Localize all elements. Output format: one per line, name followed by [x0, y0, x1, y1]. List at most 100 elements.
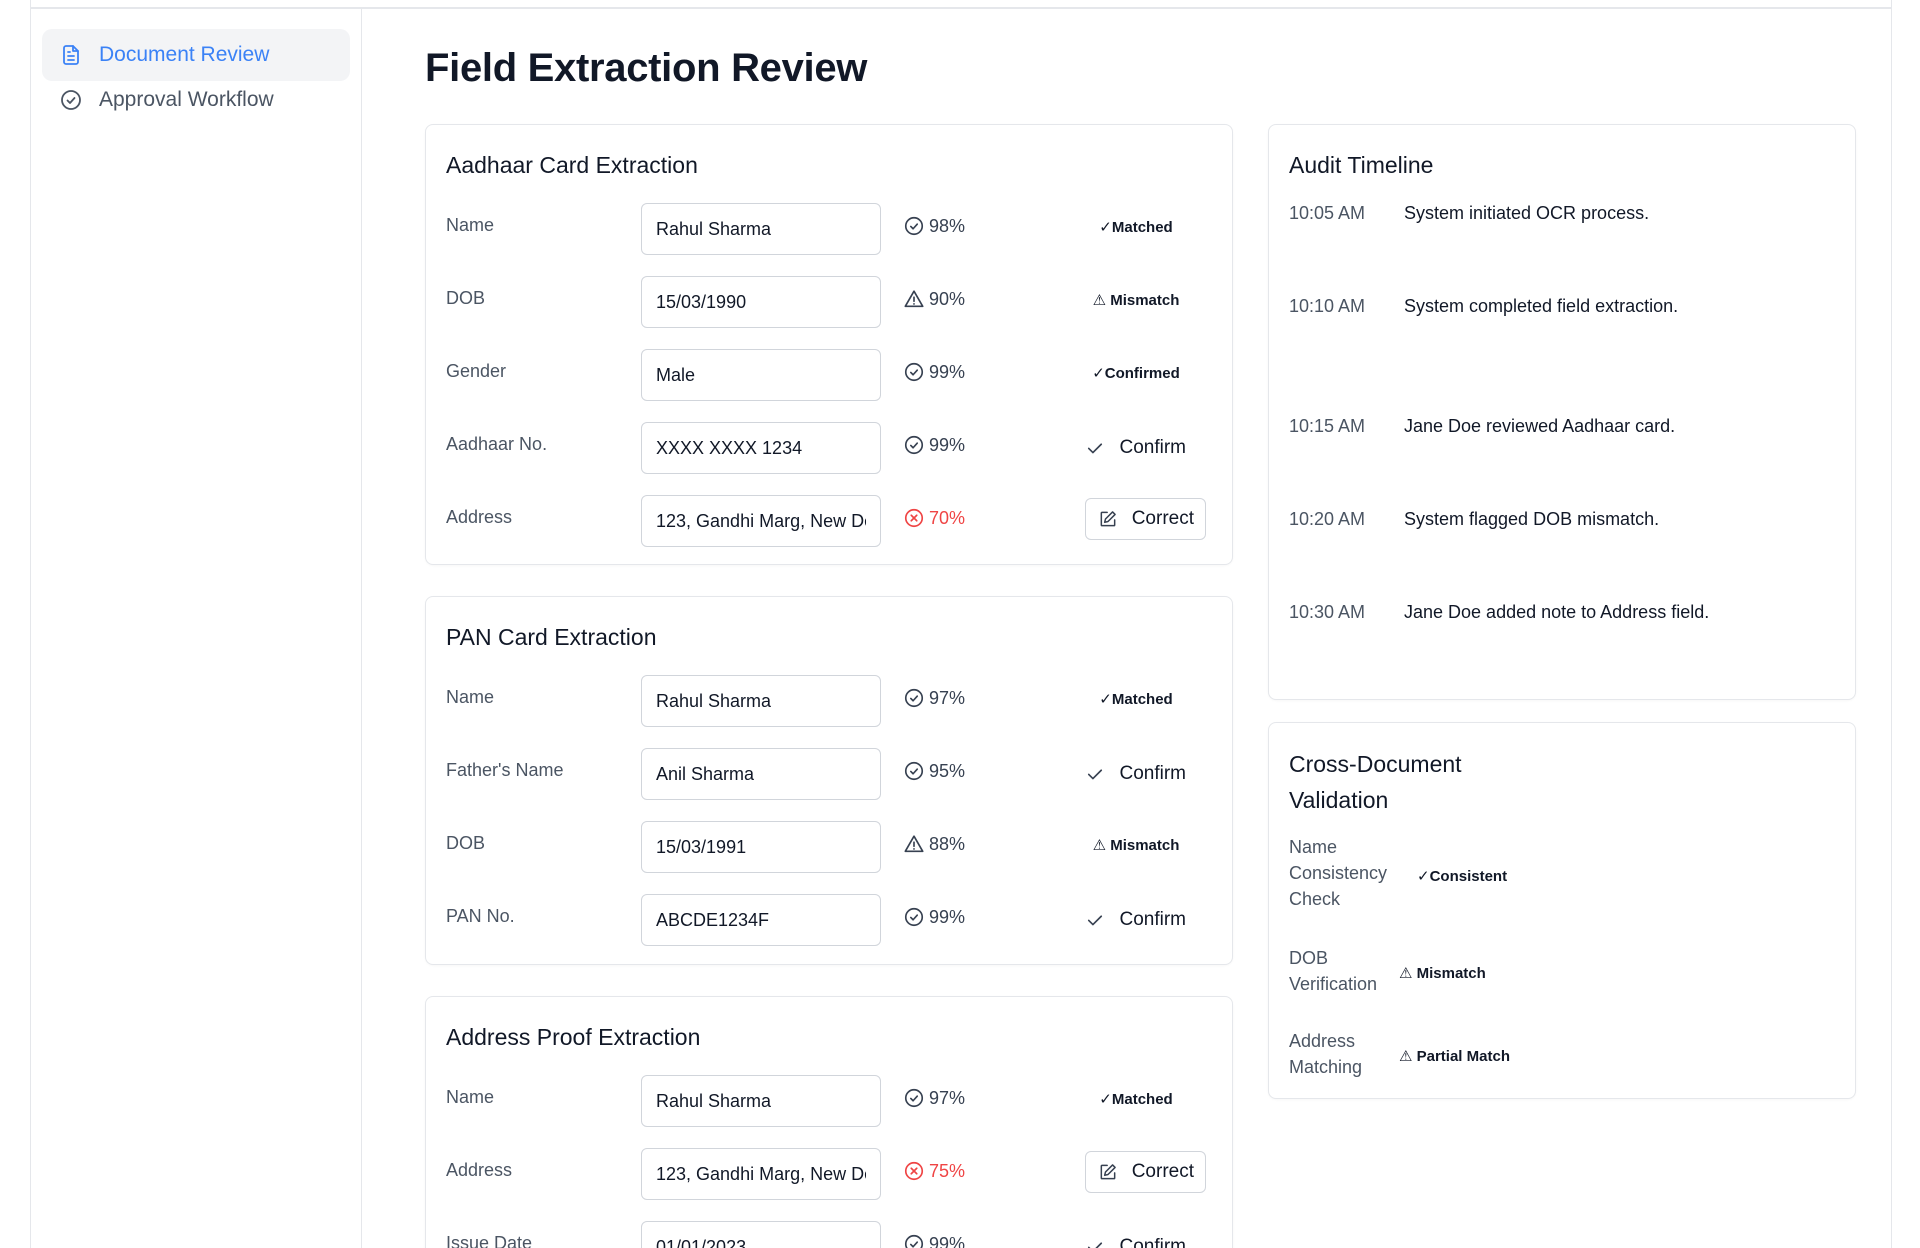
header-divider: [30, 7, 1892, 9]
field-row-issue-date: Issue Date 99% Confirm: [446, 1221, 1206, 1248]
timeline-time: 10:05 AM: [1289, 203, 1366, 223]
field-label: Aadhaar No.: [446, 434, 548, 454]
error-circle-icon: [904, 508, 924, 528]
field-label: DOB: [446, 288, 486, 308]
confidence-score: 99%: [903, 434, 965, 456]
issue-date-field[interactable]: [641, 1221, 881, 1248]
confirm-button[interactable]: Confirm: [1075, 899, 1196, 941]
edit-icon: [1100, 1164, 1116, 1180]
field-row-name: Name 98% ✓Matched: [446, 203, 1206, 255]
status-badge: ⚠ Mismatch: [1092, 837, 1180, 854]
confidence-score: 99%: [903, 906, 965, 928]
confidence-score: 99%: [903, 361, 965, 383]
card-title: Cross-Document Validation: [1289, 751, 1462, 813]
status-badge: ✓Matched: [1099, 1091, 1173, 1108]
sidebar: Document Review Approval Workflow: [30, 9, 362, 1248]
aadhaar-number-field[interactable]: [641, 422, 881, 474]
field-label: PAN No.: [446, 906, 515, 926]
check-circle-icon: [904, 1088, 924, 1108]
confidence-score: 95%: [903, 760, 965, 782]
timeline-text: System completed field extraction.: [1404, 296, 1679, 316]
timeline-time: 10:20 AM: [1289, 509, 1366, 529]
app-frame: [30, 0, 1892, 1248]
timeline-text: Jane Doe added note to Address field.: [1404, 602, 1710, 622]
confidence-score: 90%: [903, 288, 965, 310]
check-icon: [1088, 1242, 1103, 1248]
status-badge: ⚠ Partial Match: [1399, 1048, 1510, 1065]
card-title: Audit Timeline: [1289, 152, 1434, 178]
validation-label: Address Matching: [1289, 1031, 1363, 1077]
field-row-fathers-name: Father's Name 95% Confirm: [446, 748, 1206, 800]
address-proof-extraction-card: Address Proof Extraction Name 97% ✓Match…: [425, 996, 1233, 1248]
field-row-name: Name 97% ✓Matched: [446, 1075, 1206, 1127]
field-row-name: Name 97% ✓Matched: [446, 675, 1206, 727]
aadhaar-extraction-card: Aadhaar Card Extraction Name 98% ✓Matche…: [425, 124, 1233, 565]
edit-icon: [1100, 511, 1116, 527]
timeline-entry: 10:05 AM System initiated OCR process.: [1289, 203, 1649, 224]
confidence-score: 88%: [903, 833, 965, 855]
timeline-entry: 10:20 AM System flagged DOB mismatch.: [1289, 509, 1659, 530]
confidence-score: 97%: [903, 1087, 965, 1109]
sidebar-item-approval-workflow[interactable]: Approval Workflow: [42, 74, 350, 126]
check-icon: [1088, 769, 1103, 780]
sidebar-item-label: Approval Workflow: [99, 88, 274, 111]
address-field[interactable]: [641, 495, 881, 547]
field-label: Address: [446, 507, 513, 527]
document-icon: [58, 42, 84, 68]
validation-label: DOB Verification: [1289, 948, 1378, 994]
check-circle-icon: [58, 87, 84, 113]
timeline-text: Jane Doe reviewed Aadhaar card.: [1404, 416, 1676, 436]
card-title: Address Proof Extraction: [446, 1024, 701, 1050]
name-field[interactable]: [641, 1075, 881, 1127]
check-circle-icon: [904, 435, 924, 455]
error-circle-icon: [904, 1161, 924, 1181]
confidence-score: 70%: [903, 507, 965, 529]
confidence-score: 75%: [903, 1160, 965, 1182]
field-row-dob: DOB 88% ⚠ Mismatch: [446, 821, 1206, 873]
sidebar-item-document-review[interactable]: Document Review: [42, 29, 350, 81]
status-badge: ✓Matched: [1099, 691, 1173, 708]
name-field[interactable]: [641, 675, 881, 727]
timeline-entry: 10:15 AM Jane Doe reviewed Aadhaar card.: [1289, 416, 1675, 437]
address-field[interactable]: [641, 1148, 881, 1200]
field-label: Issue Date: [446, 1233, 533, 1248]
confirm-button[interactable]: Confirm: [1075, 753, 1196, 795]
pan-number-field[interactable]: [641, 894, 881, 946]
confidence-score: 98%: [903, 215, 965, 237]
timeline-entry: 10:30 AM Jane Doe added note to Address …: [1289, 602, 1709, 623]
check-circle-icon: [904, 362, 924, 382]
name-field[interactable]: [641, 203, 881, 255]
card-title: Aadhaar Card Extraction: [446, 152, 698, 178]
timeline-time: 10:15 AM: [1289, 416, 1366, 436]
audit-timeline-card: Audit Timeline 10:05 AM System initiated…: [1268, 124, 1856, 700]
correct-button[interactable]: Correct: [1084, 498, 1206, 540]
correct-button[interactable]: Correct: [1084, 1151, 1206, 1193]
status-badge: ⚠ Mismatch: [1399, 965, 1486, 982]
confirm-button[interactable]: Confirm: [1075, 1226, 1196, 1248]
check-icon: [1088, 443, 1103, 454]
field-row-gender: Gender 99% ✓Confirmed: [446, 349, 1206, 401]
dob-field[interactable]: [641, 276, 881, 328]
field-row-aadhaar-no: Aadhaar No. 99% Confirm: [446, 422, 1206, 474]
status-badge: ✓Confirmed: [1092, 365, 1180, 382]
dob-field[interactable]: [641, 821, 881, 873]
check-icon: [1088, 915, 1103, 926]
pan-extraction-card: PAN Card Extraction Name 97% ✓Matched Fa…: [425, 596, 1233, 965]
warning-icon: [904, 835, 924, 853]
confidence-score: 99%: [903, 1233, 965, 1248]
field-label: Name: [446, 687, 495, 707]
page-title: Field Extraction Review: [425, 46, 868, 90]
field-label: Address: [446, 1160, 513, 1180]
field-label: Father's Name: [446, 760, 564, 780]
check-circle-icon: [904, 761, 924, 781]
confirm-button[interactable]: Confirm: [1075, 427, 1196, 469]
check-circle-icon: [904, 688, 924, 708]
fathers-name-field[interactable]: [641, 748, 881, 800]
field-label: Name: [446, 215, 495, 235]
check-circle-icon: [904, 907, 924, 927]
status-badge: ✓Matched: [1099, 219, 1173, 236]
gender-field[interactable]: [641, 349, 881, 401]
card-title: PAN Card Extraction: [446, 624, 657, 650]
timeline-text: System initiated OCR process.: [1404, 203, 1650, 223]
sidebar-item-label: Document Review: [99, 43, 270, 66]
